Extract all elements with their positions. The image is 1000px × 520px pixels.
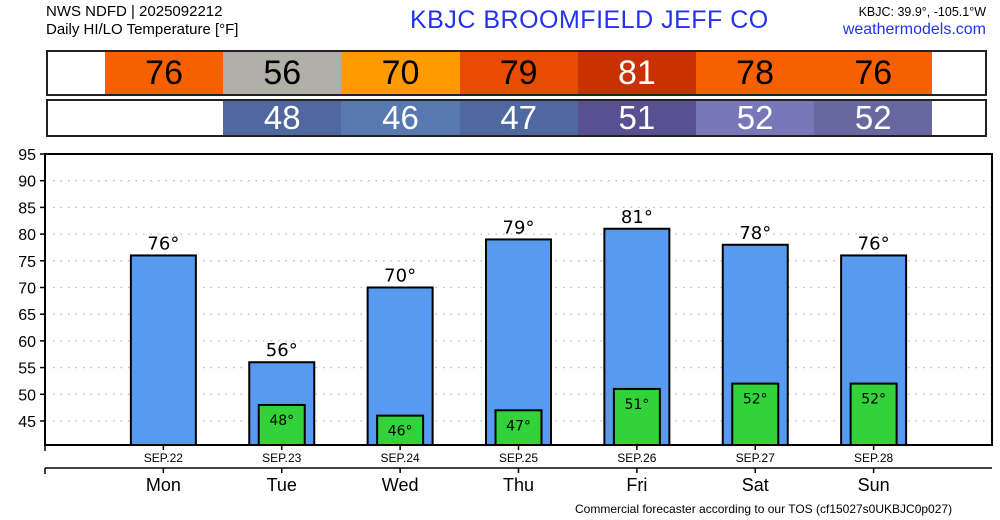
- y-tick-label: 85: [18, 200, 36, 217]
- y-tick-label: 65: [18, 307, 36, 324]
- y-tick-label: 55: [18, 361, 36, 378]
- day-label: Wed: [382, 475, 419, 495]
- low-bar: [849, 382, 898, 447]
- high-temp-cell: 78: [696, 52, 815, 94]
- y-tick-label: 50: [18, 387, 36, 404]
- high-label: 78°: [739, 223, 771, 244]
- high-label: 79°: [503, 217, 535, 238]
- low-temp-cell: 52: [814, 99, 933, 136]
- station-coords: KBJC: 39.9°, -105.1°W: [858, 5, 986, 19]
- product-label: Daily HI/LO Temperature [°F]: [46, 21, 239, 38]
- low-bar: [612, 387, 661, 447]
- y-tick-label: 95: [18, 147, 36, 164]
- low-temp-strip: 48 46 47 51 52 52: [46, 99, 987, 137]
- high-label: 76°: [858, 233, 890, 254]
- date-label: SEP.25: [499, 451, 538, 465]
- y-tick-label: 60: [18, 334, 36, 351]
- low-temp-cell: 51: [577, 99, 696, 136]
- high-temp-cell: 76: [105, 52, 224, 94]
- y-tick-label: 75: [18, 254, 36, 271]
- low-label: 52°: [861, 392, 886, 408]
- low-temp-cell: 48: [223, 99, 342, 136]
- y-tick-label: 70: [18, 280, 36, 297]
- high-temp-cell: 79: [459, 52, 578, 94]
- date-label: SEP.27: [736, 451, 775, 465]
- high-temp-cell: 70: [341, 52, 460, 94]
- low-label: 47°: [506, 418, 531, 434]
- high-label: 81°: [621, 207, 653, 228]
- low-temp-cell: 46: [341, 99, 460, 136]
- low-label: 46°: [388, 424, 413, 440]
- day-label: Sat: [742, 475, 769, 495]
- high-temp-cell: 76: [814, 52, 933, 94]
- date-label: SEP.24: [381, 451, 420, 465]
- high-temp-strip: 76 56 70 79 81 78 76: [46, 50, 987, 96]
- date-label: SEP.28: [854, 451, 893, 465]
- high-temp-cell: 81: [577, 52, 696, 94]
- high-label: 76°: [147, 233, 179, 254]
- site-link[interactable]: weathermodels.com: [842, 21, 986, 38]
- station-title: KBJC BROOMFIELD JEFF CO: [410, 6, 769, 34]
- y-tick-label: 45: [18, 414, 36, 431]
- day-label: Sun: [858, 475, 890, 495]
- y-tick-label: 80: [18, 227, 36, 244]
- day-label: Tue: [267, 475, 297, 495]
- low-label: 52°: [743, 392, 768, 408]
- low-bar: [257, 403, 306, 447]
- date-label: SEP.23: [262, 451, 301, 465]
- high-temp-cell: 56: [223, 52, 342, 94]
- y-tick-label: 90: [18, 174, 36, 191]
- low-temp-cell: 47: [459, 99, 578, 136]
- day-label: Fri: [626, 475, 647, 495]
- low-label: 51°: [624, 397, 649, 413]
- footer-note: Commercial forecaster according to our T…: [575, 502, 953, 516]
- day-label: Mon: [146, 475, 181, 495]
- source-label: NWS NDFD | 2025092212: [46, 3, 223, 20]
- date-label: SEP.22: [144, 451, 183, 465]
- high-bar: [129, 254, 197, 446]
- low-temp-cell: 52: [696, 99, 815, 136]
- high-label: 70°: [384, 265, 416, 286]
- date-label: SEP.26: [617, 451, 656, 465]
- day-label: Thu: [503, 475, 534, 495]
- low-label: 48°: [269, 413, 294, 429]
- plot-frame: [44, 153, 993, 446]
- low-bar: [731, 382, 780, 447]
- high-label: 56°: [266, 340, 298, 361]
